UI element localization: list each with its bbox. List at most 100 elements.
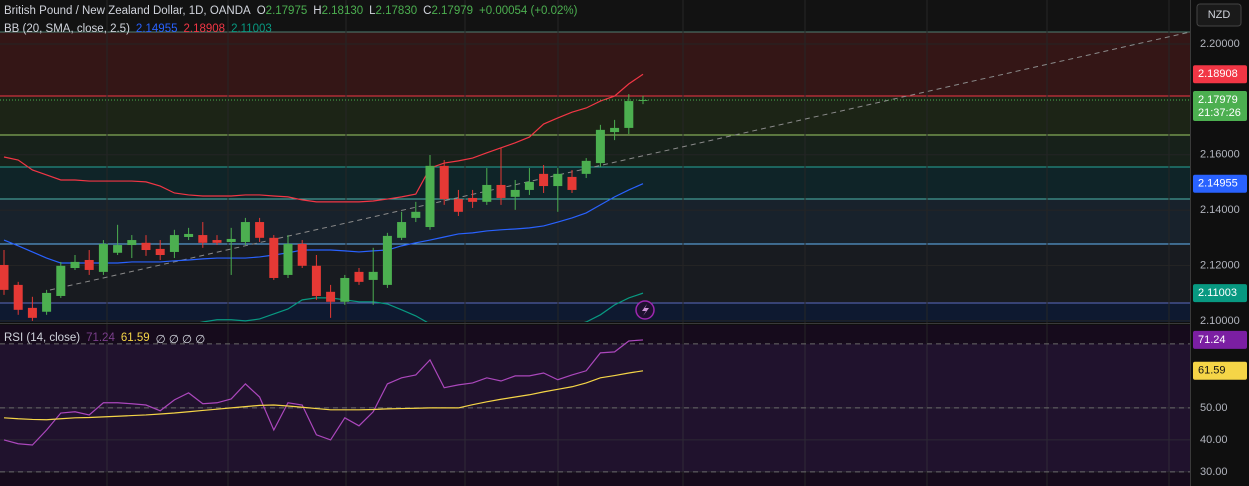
series-line <box>3 370 644 421</box>
y-tick-label: 2.14000 <box>1200 204 1240 216</box>
lightning <box>642 304 649 316</box>
candle-body <box>610 127 620 133</box>
candle-body <box>496 184 506 198</box>
candle-body <box>425 165 435 228</box>
ohlc-prefix: H <box>313 5 322 17</box>
y-tick-label: 2.12000 <box>1200 259 1240 271</box>
candle-body <box>198 235 208 243</box>
change: +0.00054 (+0.02%) <box>479 5 578 17</box>
y-tick-label: 40.00 <box>1200 434 1228 446</box>
rsi-value: 61.59 <box>120 332 150 344</box>
series-line <box>199 292 644 322</box>
y-tick-label: 2.20000 <box>1200 38 1240 50</box>
candle-body <box>553 173 563 187</box>
na-markers: ∅ ∅ ∅ ∅ <box>155 334 206 346</box>
candle-body <box>368 271 378 280</box>
candle-body <box>184 233 194 238</box>
rsi-legend: RSI (14, close) 71.24 61.59 ∅ ∅ ∅ ∅ <box>4 332 205 346</box>
ohlc-prefix: O <box>256 5 266 17</box>
candle-body <box>283 243 293 275</box>
y-tick-label: 2.16000 <box>1200 149 1240 161</box>
candle-body <box>326 291 336 302</box>
price-label: 61.59 <box>1198 365 1226 377</box>
bb-value: 2.14955 <box>135 23 178 35</box>
price-label-box <box>1193 361 1247 380</box>
countdown: 21:37:26 <box>1198 107 1241 119</box>
ohlc-value: 2.17979 <box>431 5 474 17</box>
zone <box>0 96 1190 135</box>
series-line <box>3 339 644 446</box>
candle-body <box>581 160 591 174</box>
candle-body <box>113 245 123 253</box>
candle-body <box>340 277 350 302</box>
plot <box>0 73 1190 322</box>
rsi-pane <box>0 325 1190 486</box>
series-line <box>3 183 644 264</box>
candle-body <box>84 259 94 270</box>
candle-body <box>155 248 165 255</box>
trend-line <box>49 31 1191 291</box>
candle-body <box>240 222 250 242</box>
candle-body <box>482 184 492 202</box>
candle-body <box>98 243 108 272</box>
currency: NZD <box>1208 9 1231 21</box>
candle-body <box>354 271 364 282</box>
candle-body <box>411 211 421 218</box>
zone <box>0 167 1190 199</box>
price-label: 2.18908 <box>1198 68 1238 80</box>
plot <box>0 339 1190 473</box>
bb-title: BB (20, SMA, close, 2.5) <box>4 23 130 35</box>
candle-body <box>56 265 66 296</box>
ohlc-prefix: C <box>423 5 432 17</box>
candle-body <box>624 101 634 128</box>
ohlc: H2.18130 <box>313 5 363 17</box>
candle-body <box>397 222 407 238</box>
candle-body <box>141 242 151 251</box>
candle-body <box>510 189 520 197</box>
candle-body <box>0 264 9 290</box>
candle-body <box>42 292 52 312</box>
price-label-box <box>1193 65 1247 84</box>
candle-body <box>13 284 23 310</box>
y-tick-label: 30.00 <box>1200 466 1228 478</box>
ohlc: O2.17975 <box>257 5 308 17</box>
price-label: 71.24 <box>1198 334 1226 346</box>
candle-body <box>127 240 137 246</box>
zone <box>0 244 1190 303</box>
candle-body <box>169 235 179 252</box>
y-tick-label: 2.10000 <box>1200 315 1240 327</box>
ohlc: L2.17830 <box>369 5 417 17</box>
ohlc: C2.17979 <box>423 5 473 17</box>
candle-body <box>524 181 534 190</box>
candle-body <box>70 261 80 269</box>
ohlc-value: 2.18130 <box>321 5 364 17</box>
ohlc-value: 2.17830 <box>375 5 418 17</box>
symbol-legend: British Pound / New Zealand Dollar, 1D, … <box>4 5 577 17</box>
candle-body <box>226 238 236 242</box>
candle-body <box>439 165 449 200</box>
zone-lines <box>0 31 1190 304</box>
symbol: British Pound / New Zealand Dollar, 1D, … <box>4 5 251 17</box>
candle-body <box>269 237 279 278</box>
candle-body <box>595 129 605 164</box>
bb-value: 2.18908 <box>183 23 226 35</box>
price-label: 2.17979 <box>1198 94 1238 106</box>
candle-body <box>539 173 549 187</box>
candle-body <box>311 265 321 296</box>
vertical-grid <box>106 0 1170 486</box>
candle-body <box>297 243 307 266</box>
bb-legend: BB (20, SMA, close, 2.5) 2.14955 2.18908… <box>4 23 272 35</box>
zone <box>0 135 1190 167</box>
bb-value: 2.11003 <box>231 23 272 35</box>
candle-body <box>468 197 478 202</box>
price-label-box <box>1193 174 1247 193</box>
price-label-box <box>1193 90 1247 121</box>
currency-button[interactable] <box>1196 3 1242 27</box>
price-label: 2.14955 <box>1198 178 1238 190</box>
candle-body <box>567 176 577 190</box>
candle-body <box>212 240 222 243</box>
price-label-box <box>1193 284 1247 303</box>
rsi-title: RSI (14, close) <box>4 332 81 344</box>
